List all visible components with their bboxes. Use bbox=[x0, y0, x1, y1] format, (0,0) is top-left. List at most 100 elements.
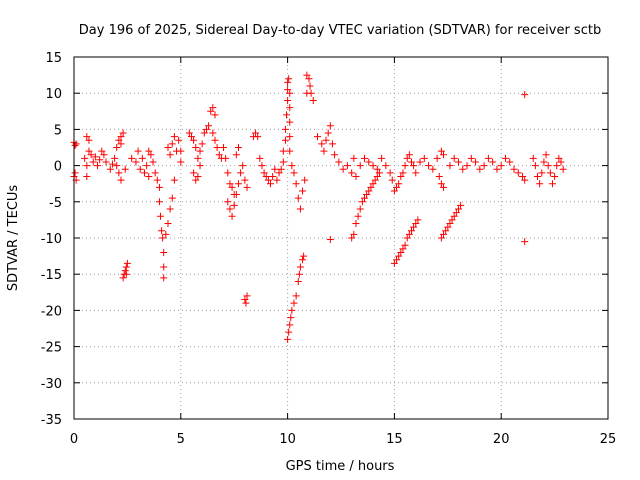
data-point bbox=[185, 129, 193, 137]
data-point bbox=[279, 147, 287, 155]
data-point bbox=[71, 169, 79, 177]
data-point bbox=[440, 151, 448, 159]
data-point bbox=[557, 158, 565, 166]
data-point bbox=[160, 263, 168, 271]
data-point bbox=[220, 144, 228, 151]
data-point bbox=[262, 172, 270, 180]
data-point bbox=[275, 169, 283, 177]
data-point bbox=[446, 220, 454, 228]
data-point bbox=[140, 169, 148, 177]
data-point bbox=[440, 230, 448, 238]
data-point bbox=[373, 172, 381, 180]
data-point bbox=[371, 176, 379, 184]
y-tick-label: -30 bbox=[41, 377, 62, 392]
data-point bbox=[132, 158, 140, 166]
data-point bbox=[299, 187, 307, 195]
data-point bbox=[407, 158, 415, 166]
data-point bbox=[232, 191, 240, 199]
data-points bbox=[70, 71, 567, 343]
data-point bbox=[277, 165, 285, 173]
data-point bbox=[514, 169, 522, 177]
data-point bbox=[309, 96, 317, 104]
data-point bbox=[232, 151, 240, 159]
data-point bbox=[397, 248, 405, 256]
data-point bbox=[226, 205, 234, 213]
data-point bbox=[273, 176, 281, 184]
data-point bbox=[200, 129, 208, 137]
data-point bbox=[348, 169, 356, 177]
data-point bbox=[145, 147, 153, 155]
data-point bbox=[299, 256, 307, 264]
data-point bbox=[546, 169, 554, 177]
data-point bbox=[87, 151, 95, 159]
data-point bbox=[281, 125, 289, 133]
data-point bbox=[230, 201, 238, 209]
data-point bbox=[306, 82, 314, 90]
data-point bbox=[177, 147, 185, 155]
data-point bbox=[506, 158, 514, 166]
data-point bbox=[303, 71, 311, 79]
data-point bbox=[83, 162, 91, 170]
data-point bbox=[111, 154, 119, 162]
data-point bbox=[335, 158, 343, 166]
data-point bbox=[159, 234, 167, 242]
data-point bbox=[395, 180, 403, 188]
data-point bbox=[115, 169, 123, 177]
x-tick-label: 20 bbox=[493, 432, 510, 447]
data-point bbox=[211, 136, 219, 144]
data-point bbox=[155, 198, 163, 206]
data-point bbox=[410, 162, 418, 170]
data-point bbox=[433, 154, 441, 162]
data-point bbox=[290, 299, 298, 307]
data-point bbox=[448, 216, 456, 224]
data-point bbox=[450, 212, 458, 220]
data-point bbox=[534, 172, 542, 180]
y-tick-label: -10 bbox=[41, 232, 62, 247]
data-point bbox=[83, 172, 91, 180]
data-point bbox=[429, 165, 437, 173]
data-point bbox=[363, 191, 371, 199]
data-point bbox=[292, 292, 300, 300]
data-point bbox=[407, 227, 415, 235]
data-point bbox=[283, 111, 291, 119]
data-point bbox=[420, 154, 428, 162]
data-point bbox=[71, 141, 79, 149]
data-point bbox=[326, 235, 334, 243]
data-point bbox=[177, 158, 185, 166]
data-point bbox=[209, 129, 217, 137]
data-point bbox=[393, 256, 401, 264]
data-point bbox=[365, 158, 373, 166]
data-point bbox=[399, 169, 407, 177]
data-point bbox=[521, 238, 529, 246]
data-point bbox=[343, 162, 351, 170]
data-point bbox=[457, 201, 465, 209]
data-point bbox=[378, 154, 386, 162]
data-point bbox=[285, 75, 293, 83]
data-point bbox=[286, 104, 294, 112]
data-point bbox=[412, 220, 420, 228]
data-point bbox=[287, 314, 295, 322]
data-point bbox=[369, 162, 377, 170]
data-point bbox=[121, 267, 129, 275]
data-point bbox=[414, 216, 422, 224]
data-point bbox=[288, 162, 296, 170]
data-point bbox=[267, 180, 275, 188]
data-point bbox=[350, 230, 358, 238]
data-point bbox=[168, 140, 176, 148]
data-point bbox=[501, 154, 509, 162]
data-point bbox=[318, 140, 326, 148]
data-point bbox=[119, 274, 127, 282]
data-point bbox=[305, 75, 313, 83]
data-point bbox=[294, 194, 302, 202]
data-point bbox=[149, 158, 157, 166]
data-point bbox=[224, 198, 232, 206]
data-point bbox=[536, 180, 544, 188]
data-point bbox=[85, 147, 93, 155]
data-point bbox=[397, 172, 405, 180]
data-point bbox=[153, 176, 161, 184]
data-point bbox=[348, 234, 356, 242]
data-point bbox=[358, 198, 366, 206]
data-point bbox=[442, 227, 450, 235]
data-point bbox=[187, 133, 195, 141]
data-point bbox=[284, 335, 292, 343]
